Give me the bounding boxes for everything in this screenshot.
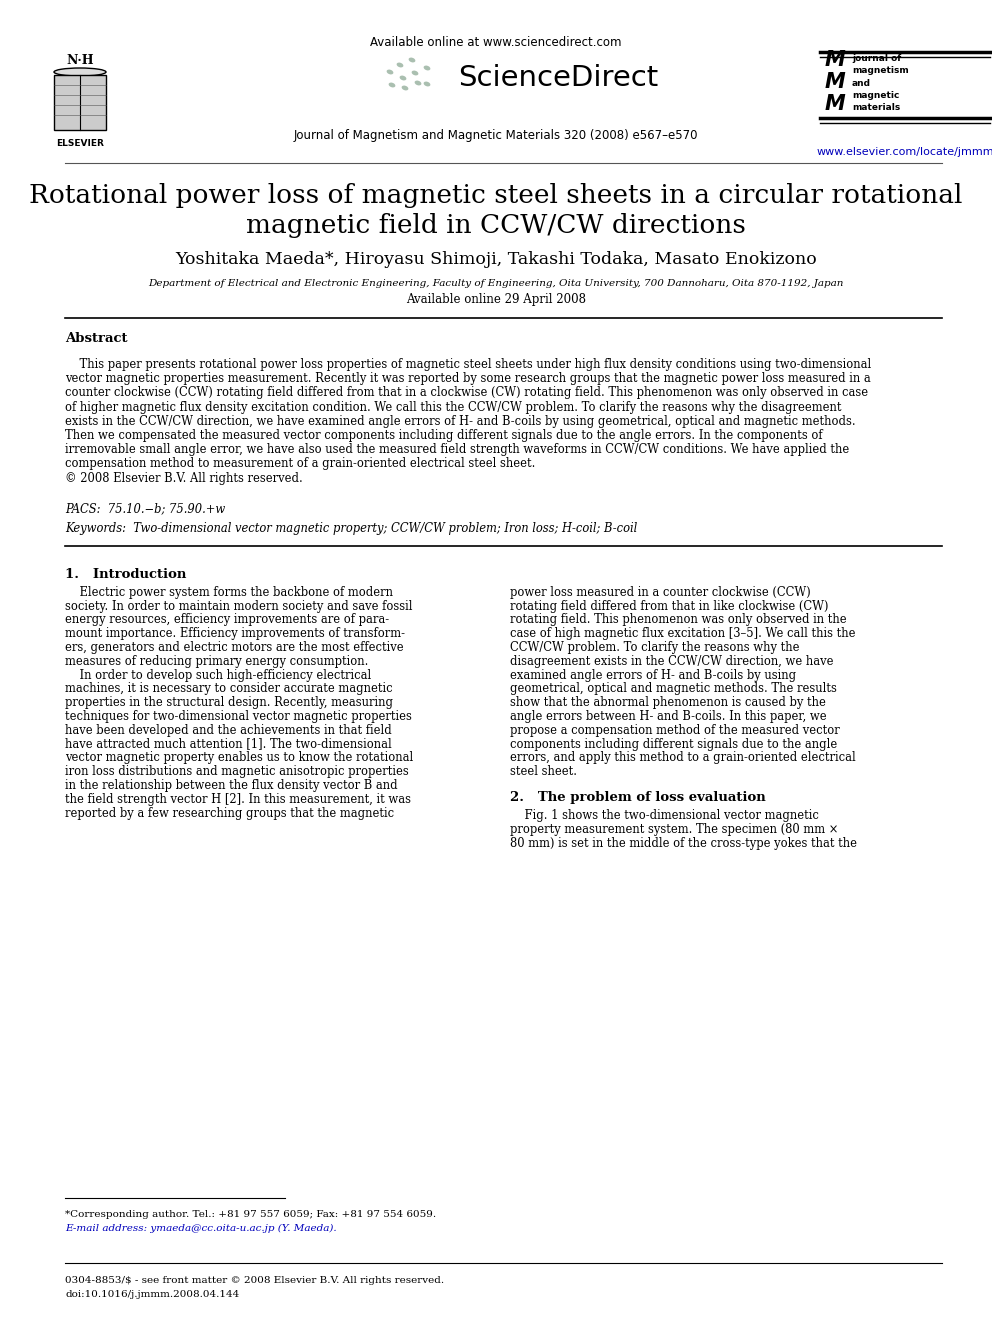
- Text: Then we compensated the measured vector components including different signals d: Then we compensated the measured vector …: [65, 429, 822, 442]
- Text: angle errors between H- and B-coils. In this paper, we: angle errors between H- and B-coils. In …: [510, 710, 826, 722]
- Text: Journal of Magnetism and Magnetic Materials 320 (2008) e567–e570: Journal of Magnetism and Magnetic Materi…: [294, 128, 698, 142]
- Ellipse shape: [415, 81, 422, 86]
- Text: power loss measured in a counter clockwise (CCW): power loss measured in a counter clockwi…: [510, 586, 810, 599]
- Text: energy resources, efficiency improvements are of para-: energy resources, efficiency improvement…: [65, 614, 389, 626]
- Text: vector magnetic property enables us to know the rotational: vector magnetic property enables us to k…: [65, 751, 414, 765]
- Text: irremovable small angle error, we have also used the measured field strength wav: irremovable small angle error, we have a…: [65, 443, 849, 456]
- Ellipse shape: [412, 70, 419, 75]
- Text: show that the abnormal phenomenon is caused by the: show that the abnormal phenomenon is cau…: [510, 696, 826, 709]
- Text: propose a compensation method of the measured vector: propose a compensation method of the mea…: [510, 724, 840, 737]
- Ellipse shape: [389, 82, 396, 87]
- Text: Keywords:  Two-dimensional vector magnetic property; CCW/CW problem; Iron loss; : Keywords: Two-dimensional vector magneti…: [65, 521, 637, 534]
- Text: machines, it is necessary to consider accurate magnetic: machines, it is necessary to consider ac…: [65, 683, 393, 696]
- Text: journal of
magnetism
and
magnetic
materials: journal of magnetism and magnetic materi…: [852, 54, 909, 112]
- Text: CCW/CW problem. To clarify the reasons why the: CCW/CW problem. To clarify the reasons w…: [510, 642, 800, 654]
- Text: reported by a few researching groups that the magnetic: reported by a few researching groups tha…: [65, 807, 394, 820]
- Text: rotating field differed from that in like clockwise (CW): rotating field differed from that in lik…: [510, 599, 828, 613]
- Text: ELSEVIER: ELSEVIER: [57, 139, 104, 147]
- Text: errors, and apply this method to a grain-oriented electrical: errors, and apply this method to a grain…: [510, 751, 856, 765]
- Text: 80 mm) is set in the middle of the cross-type yokes that the: 80 mm) is set in the middle of the cross…: [510, 836, 857, 849]
- Ellipse shape: [397, 62, 404, 67]
- Text: M: M: [824, 94, 845, 114]
- Text: www.elsevier.com/locate/jmmm: www.elsevier.com/locate/jmmm: [816, 147, 992, 157]
- Text: N·H: N·H: [66, 53, 94, 66]
- Text: *Corresponding author. Tel.: +81 97 557 6059; Fax: +81 97 554 6059.: *Corresponding author. Tel.: +81 97 557 …: [65, 1211, 436, 1218]
- Text: techniques for two-dimensional vector magnetic properties: techniques for two-dimensional vector ma…: [65, 710, 412, 722]
- Text: examined angle errors of H- and B-coils by using: examined angle errors of H- and B-coils …: [510, 668, 797, 681]
- Text: rotating field. This phenomenon was only observed in the: rotating field. This phenomenon was only…: [510, 614, 846, 626]
- Text: the field strength vector H [2]. In this measurement, it was: the field strength vector H [2]. In this…: [65, 792, 411, 806]
- Text: compensation method to measurement of a grain-oriented electrical steel sheet.: compensation method to measurement of a …: [65, 458, 536, 471]
- Text: steel sheet.: steel sheet.: [510, 765, 577, 778]
- Text: Available online at www.sciencedirect.com: Available online at www.sciencedirect.co…: [370, 36, 622, 49]
- Text: Department of Electrical and Electronic Engineering, Faculty of Engineering, Oit: Department of Electrical and Electronic …: [149, 279, 843, 287]
- Text: Available online 29 April 2008: Available online 29 April 2008: [406, 294, 586, 307]
- Text: geometrical, optical and magnetic methods. The results: geometrical, optical and magnetic method…: [510, 683, 837, 696]
- Text: PACS:  75.10.−b; 75.90.+w: PACS: 75.10.−b; 75.90.+w: [65, 501, 225, 515]
- Text: have attracted much attention [1]. The two-dimensional: have attracted much attention [1]. The t…: [65, 738, 392, 750]
- Text: counter clockwise (CCW) rotating field differed from that in a clockwise (CW) ro: counter clockwise (CCW) rotating field d…: [65, 386, 868, 400]
- Text: E-mail address: ymaeda@cc.oita-u.ac.jp (Y. Maeda).: E-mail address: ymaeda@cc.oita-u.ac.jp (…: [65, 1224, 336, 1233]
- Ellipse shape: [400, 75, 407, 81]
- Text: have been developed and the achievements in that field: have been developed and the achievements…: [65, 724, 392, 737]
- Text: Fig. 1 shows the two-dimensional vector magnetic: Fig. 1 shows the two-dimensional vector …: [510, 808, 818, 822]
- Text: ers, generators and electric motors are the most effective: ers, generators and electric motors are …: [65, 642, 404, 654]
- Text: magnetic field in CCW/CW directions: magnetic field in CCW/CW directions: [246, 213, 746, 238]
- Text: 0304-8853/$ - see front matter © 2008 Elsevier B.V. All rights reserved.: 0304-8853/$ - see front matter © 2008 El…: [65, 1275, 444, 1285]
- FancyBboxPatch shape: [54, 75, 106, 130]
- Text: components including different signals due to the angle: components including different signals d…: [510, 738, 837, 750]
- Ellipse shape: [54, 67, 106, 75]
- Text: in the relationship between the flux density vector B and: in the relationship between the flux den…: [65, 779, 398, 792]
- Text: Yoshitaka Maeda*, Hiroyasu Shimoji, Takashi Todaka, Masato Enokizono: Yoshitaka Maeda*, Hiroyasu Shimoji, Taka…: [176, 251, 816, 269]
- Text: measures of reducing primary energy consumption.: measures of reducing primary energy cons…: [65, 655, 368, 668]
- Text: vector magnetic properties measurement. Recently it was reported by some researc: vector magnetic properties measurement. …: [65, 372, 871, 385]
- Text: mount importance. Efficiency improvements of transform-: mount importance. Efficiency improvement…: [65, 627, 405, 640]
- Text: doi:10.1016/j.jmmm.2008.04.144: doi:10.1016/j.jmmm.2008.04.144: [65, 1290, 239, 1299]
- Text: of higher magnetic flux density excitation condition. We call this the CCW/CW pr: of higher magnetic flux density excitati…: [65, 401, 841, 414]
- Ellipse shape: [424, 82, 431, 86]
- Text: Rotational power loss of magnetic steel sheets in a circular rotational: Rotational power loss of magnetic steel …: [30, 183, 962, 208]
- Text: iron loss distributions and magnetic anisotropic properties: iron loss distributions and magnetic ani…: [65, 765, 409, 778]
- Text: Electric power system forms the backbone of modern: Electric power system forms the backbone…: [65, 586, 393, 599]
- Text: M: M: [824, 71, 845, 93]
- Text: disagreement exists in the CCW/CW direction, we have: disagreement exists in the CCW/CW direct…: [510, 655, 833, 668]
- Text: ScienceDirect: ScienceDirect: [458, 64, 659, 93]
- Ellipse shape: [424, 66, 431, 70]
- Text: 1.   Introduction: 1. Introduction: [65, 568, 186, 581]
- Text: M: M: [824, 50, 845, 70]
- Text: In order to develop such high-efficiency electrical: In order to develop such high-efficiency…: [65, 668, 371, 681]
- Text: 2.   The problem of loss evaluation: 2. The problem of loss evaluation: [510, 791, 766, 804]
- Text: Abstract: Abstract: [65, 332, 128, 344]
- Text: This paper presents rotational power loss properties of magnetic steel sheets un: This paper presents rotational power los…: [65, 359, 871, 370]
- Ellipse shape: [387, 70, 394, 74]
- Ellipse shape: [402, 86, 409, 90]
- Text: properties in the structural design. Recently, measuring: properties in the structural design. Rec…: [65, 696, 393, 709]
- Text: case of high magnetic flux excitation [3–5]. We call this the: case of high magnetic flux excitation [3…: [510, 627, 855, 640]
- Text: society. In order to maintain modern society and save fossil: society. In order to maintain modern soc…: [65, 599, 413, 613]
- Text: exists in the CCW/CW direction, we have examined angle errors of H- and B-coils : exists in the CCW/CW direction, we have …: [65, 415, 856, 427]
- Text: © 2008 Elsevier B.V. All rights reserved.: © 2008 Elsevier B.V. All rights reserved…: [65, 471, 303, 484]
- Text: property measurement system. The specimen (80 mm ×: property measurement system. The specime…: [510, 823, 838, 836]
- Ellipse shape: [409, 58, 416, 62]
